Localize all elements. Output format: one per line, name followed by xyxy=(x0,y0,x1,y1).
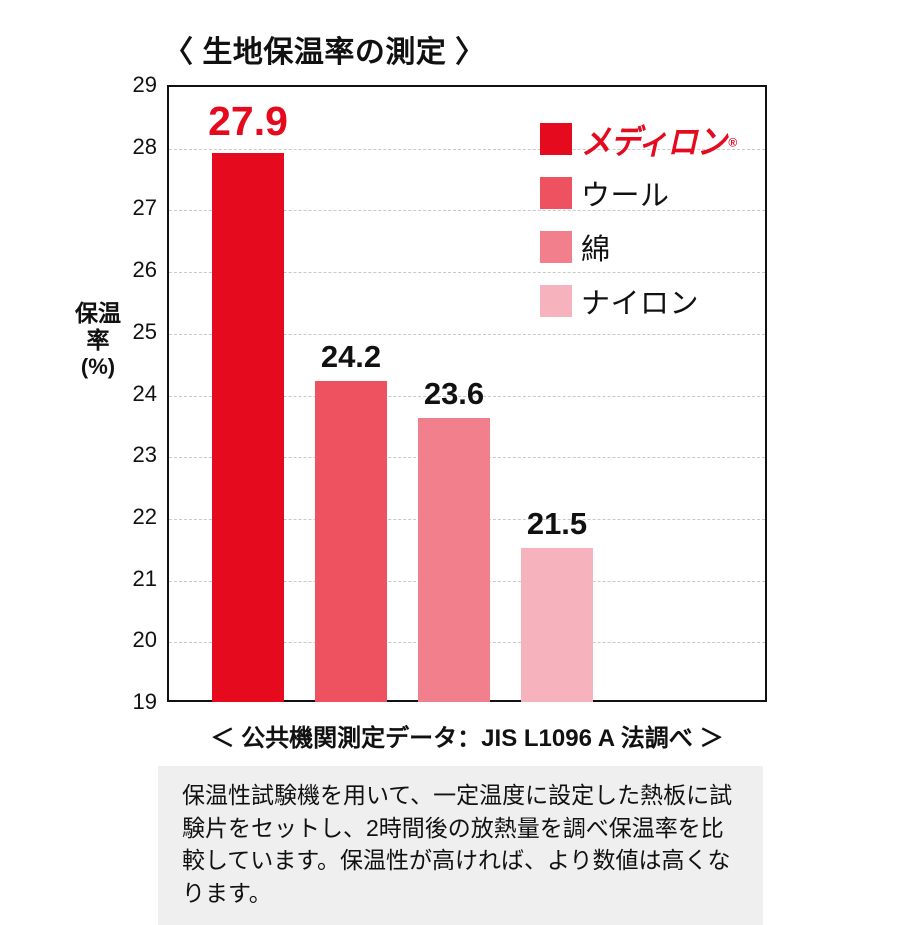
legend-label: メディロン ® xyxy=(581,124,737,162)
y-tick-label: 27 xyxy=(132,195,157,221)
y-tick-label: 21 xyxy=(132,565,157,591)
y-tick-label: 29 xyxy=(132,72,157,97)
legend-swatch-icon xyxy=(540,177,572,209)
legend-item-2: ウール xyxy=(540,166,765,220)
legend-swatch-icon xyxy=(540,285,572,317)
y-tick-label: 26 xyxy=(132,257,157,283)
y-axis-title: 保温率 (%) xyxy=(72,300,124,380)
gridline xyxy=(169,333,765,335)
legend-label: ウール xyxy=(581,180,670,212)
gridline xyxy=(169,518,765,520)
legend-label: 綿 xyxy=(581,234,611,266)
legend-item-3: 綿 xyxy=(540,220,765,274)
legend-swatch-icon xyxy=(540,123,572,155)
chart-title: 〈 生地保温率の測定 〉 xyxy=(163,36,486,69)
chart-legend: メディロン ® ウール綿ナイロン xyxy=(540,112,765,328)
y-tick-label: 20 xyxy=(132,627,157,653)
y-tick-label: 22 xyxy=(132,503,157,529)
y-tick-label: 25 xyxy=(132,318,157,344)
y-axis-tick-labels: 29 28 27 26 25 24 23 22 21 20 19 xyxy=(101,72,157,714)
y-tick-label: 28 xyxy=(132,133,157,159)
legend-label: ナイロン xyxy=(581,288,700,320)
source-caption: ＜ 公共機関測定データ：JIS L1096 A 法調べ ＞ xyxy=(210,725,724,752)
gridline xyxy=(169,457,765,459)
y-axis-unit: (%) xyxy=(80,354,116,380)
gridline xyxy=(169,580,765,582)
legend-swatch-icon xyxy=(540,231,572,263)
description-box: 保温性試験機を用いて、一定温度に設定した熱板に試験片をセットし、2時間後の放熱量… xyxy=(158,766,763,925)
y-tick-label: 24 xyxy=(132,380,157,406)
y-tick-label: 23 xyxy=(132,442,157,468)
description-text: 保温性試験機を用いて、一定温度に設定した熱板に試験片をセットし、2時間後の放熱量… xyxy=(182,782,733,906)
legend-item-4: ナイロン xyxy=(540,274,765,328)
chart-figure: 〈 生地保温率の測定 〉 保温率 (%) 29 28 27 26 25 24 23 22 21 2… xyxy=(72,36,767,925)
y-tick-label: 19 xyxy=(132,689,157,714)
legend-item-1: メディロン ® xyxy=(540,112,765,166)
y-axis-title-text: 保温率 xyxy=(75,300,121,353)
registered-mark-icon: ® xyxy=(728,135,737,150)
gridline xyxy=(169,395,765,397)
gridline xyxy=(169,642,765,644)
